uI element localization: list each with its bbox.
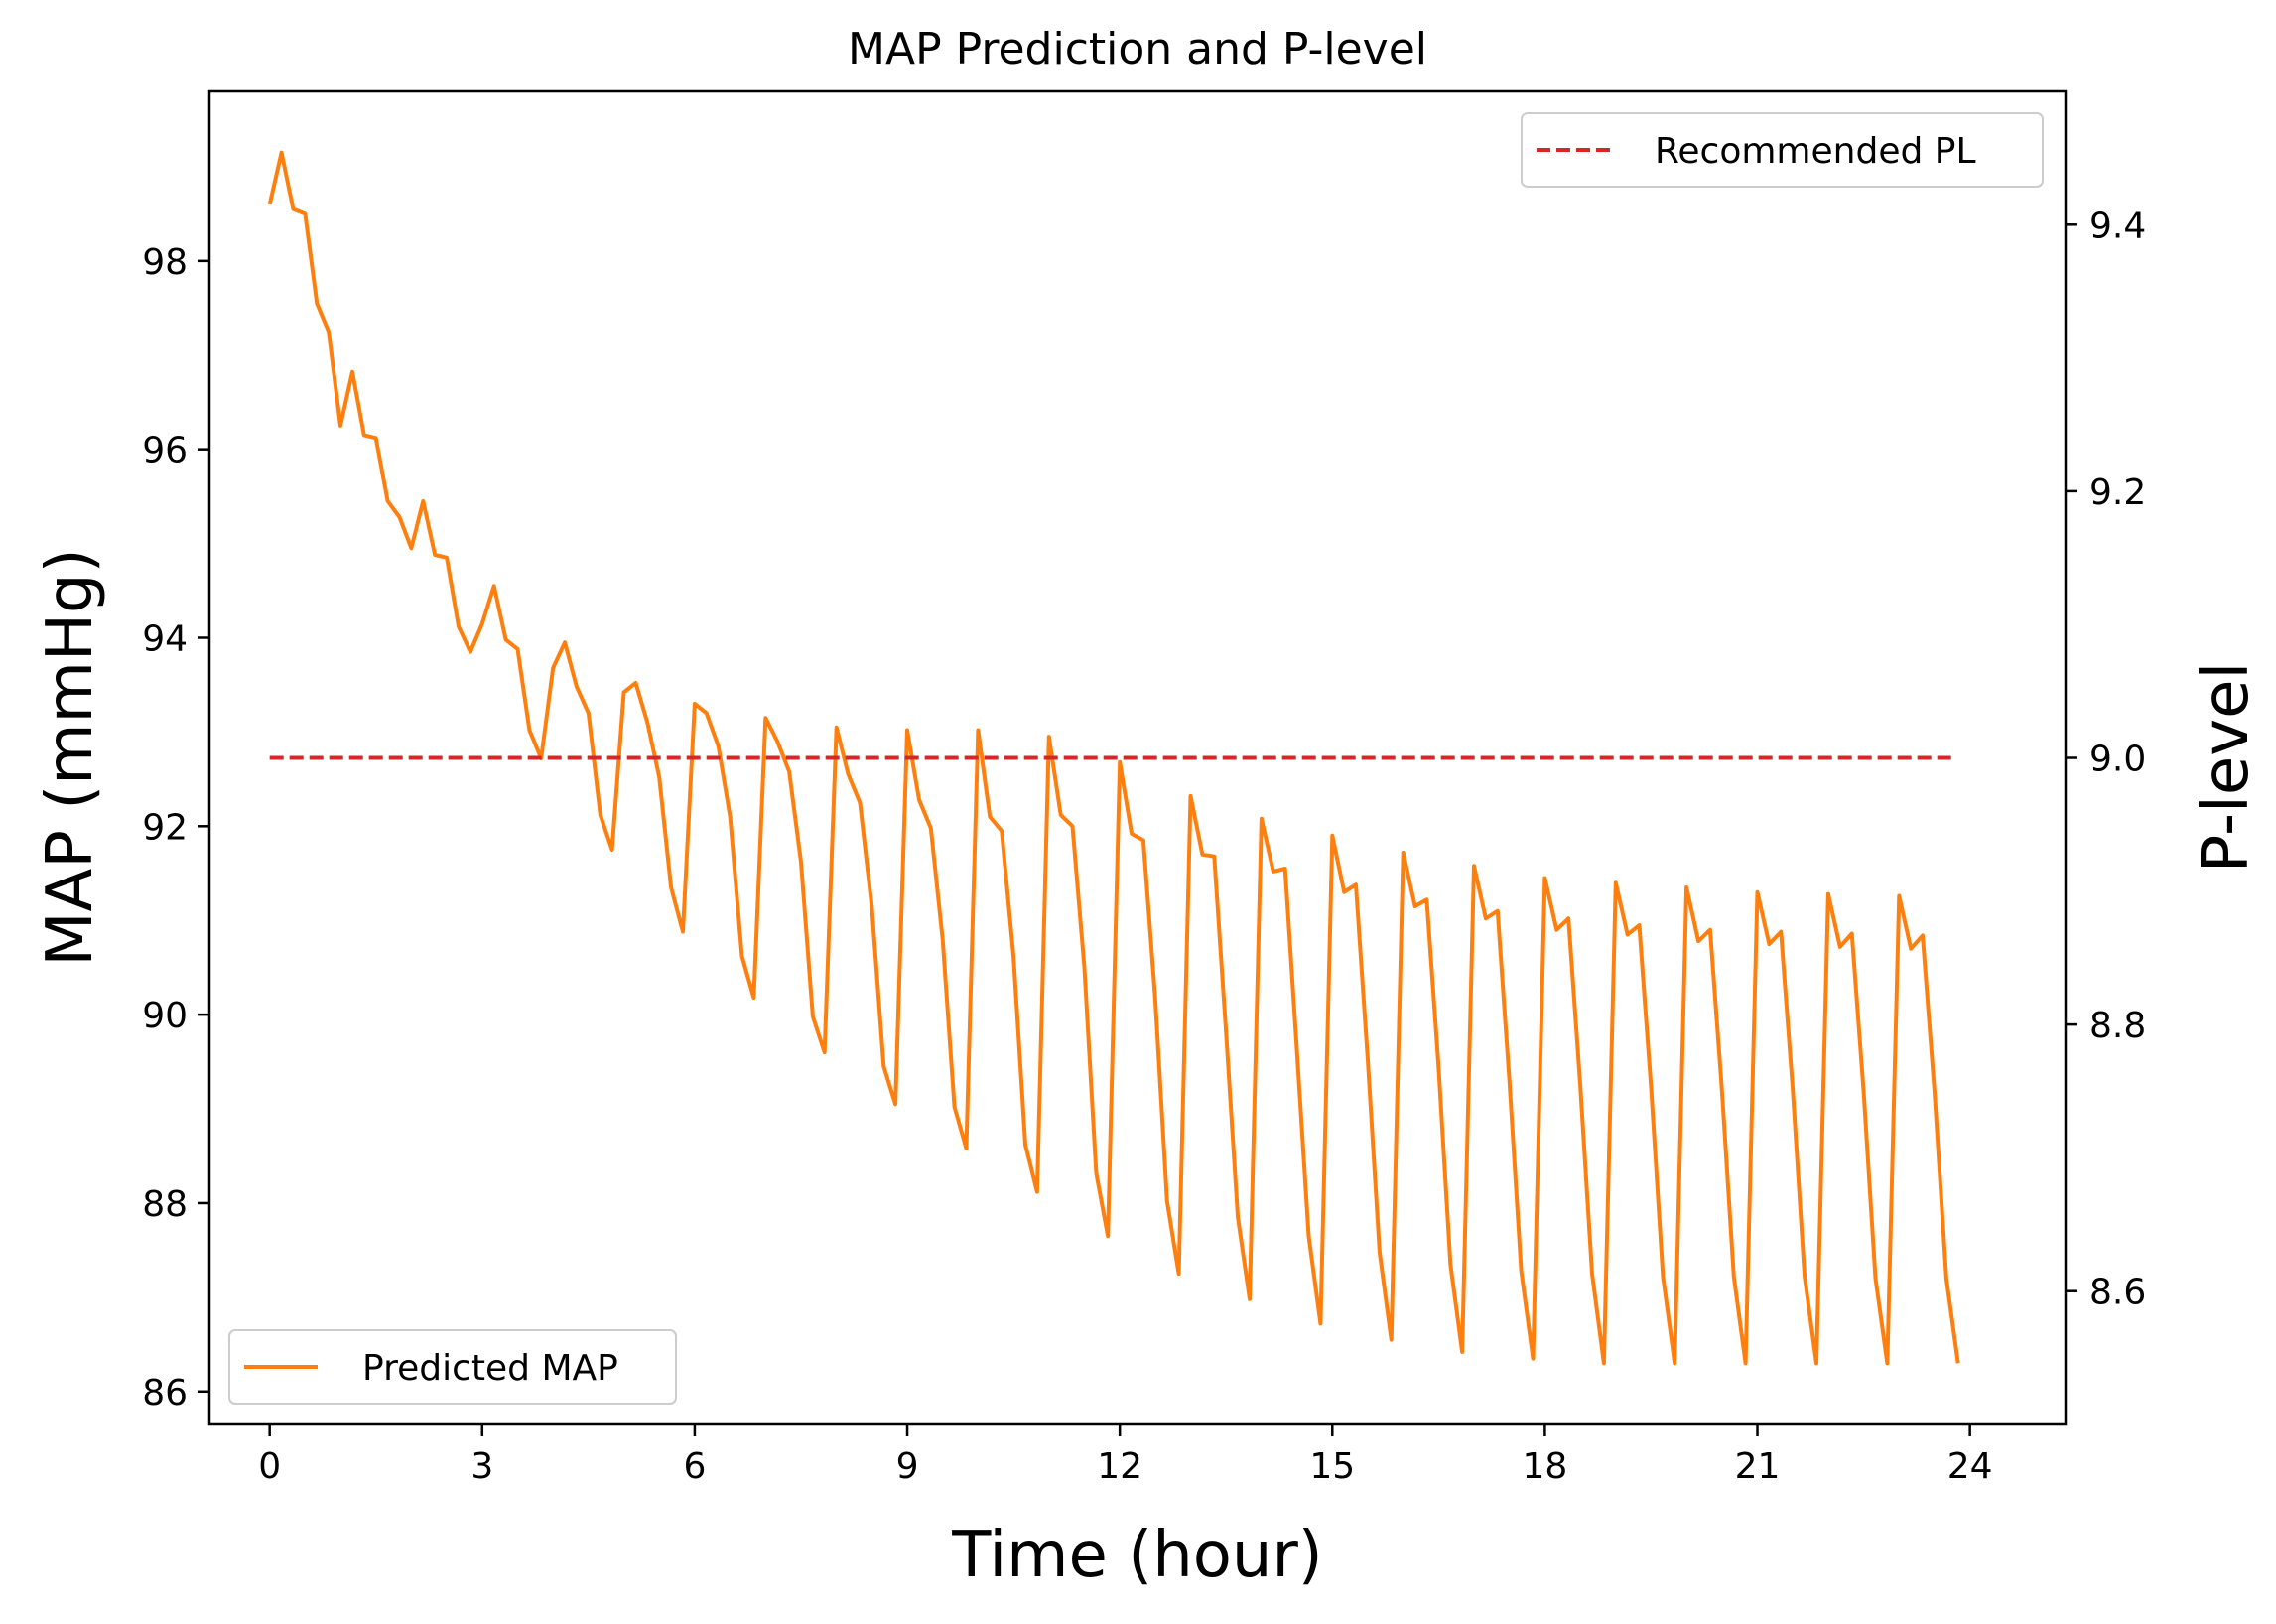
y-right-tick-label: 9.4 (2089, 205, 2146, 246)
y-right-tick-label: 8.8 (2089, 1006, 2146, 1046)
y-left-tick-label: 92 (142, 807, 188, 848)
y-left-tick-label: 98 (142, 242, 188, 283)
legend-box (228, 1329, 677, 1405)
legend-box (1521, 112, 2044, 188)
y-right-tick-label: 9.0 (2089, 740, 2146, 780)
y-left-tick-label: 96 (142, 431, 188, 472)
chart-title: MAP Prediction and P-level (848, 24, 1427, 74)
y-left-tick-label: 88 (142, 1184, 188, 1225)
x-tick-label: 21 (1735, 1446, 1781, 1487)
legend-recommended-pl: Recommended PL (1521, 112, 2044, 188)
y-left-axis-label: MAP (mmHg) (34, 548, 107, 966)
y-right-tick-label: 9.2 (2089, 473, 2146, 513)
series-line-predicted-map (267, 150, 1960, 1366)
x-tick-label: 0 (258, 1446, 281, 1487)
y-left-tick-label: 86 (142, 1373, 188, 1414)
legend-label-recommended-pl: Recommended PL (1655, 131, 1976, 172)
y-left-tick-label: 94 (142, 618, 188, 659)
x-axis-label: Time (hour) (951, 1519, 1323, 1592)
x-tick-label: 9 (896, 1446, 919, 1487)
series-layer (267, 150, 1960, 1366)
x-tick-label: 3 (470, 1446, 493, 1487)
x-tick-label: 15 (1309, 1446, 1355, 1487)
plot-frame (207, 89, 2068, 1426)
tick-layer: 0 3 6 9 12 15 18 21 24 86 88 90 92 94 96 98 8.6 8.8 9.0 9.2… (142, 205, 2146, 1487)
x-tick-label: 6 (683, 1446, 706, 1487)
y-left-tick-label: 90 (142, 996, 188, 1036)
x-tick-label: 18 (1522, 1446, 1567, 1487)
legend-predicted-map: Predicted MAP (228, 1329, 677, 1405)
y-right-axis-label: P-level (2190, 662, 2263, 873)
x-tick-label: 24 (1947, 1446, 1993, 1487)
y-right-tick-label: 8.6 (2089, 1273, 2146, 1313)
x-tick-label: 12 (1097, 1446, 1142, 1487)
legend-label-predicted-map: Predicted MAP (362, 1348, 618, 1389)
